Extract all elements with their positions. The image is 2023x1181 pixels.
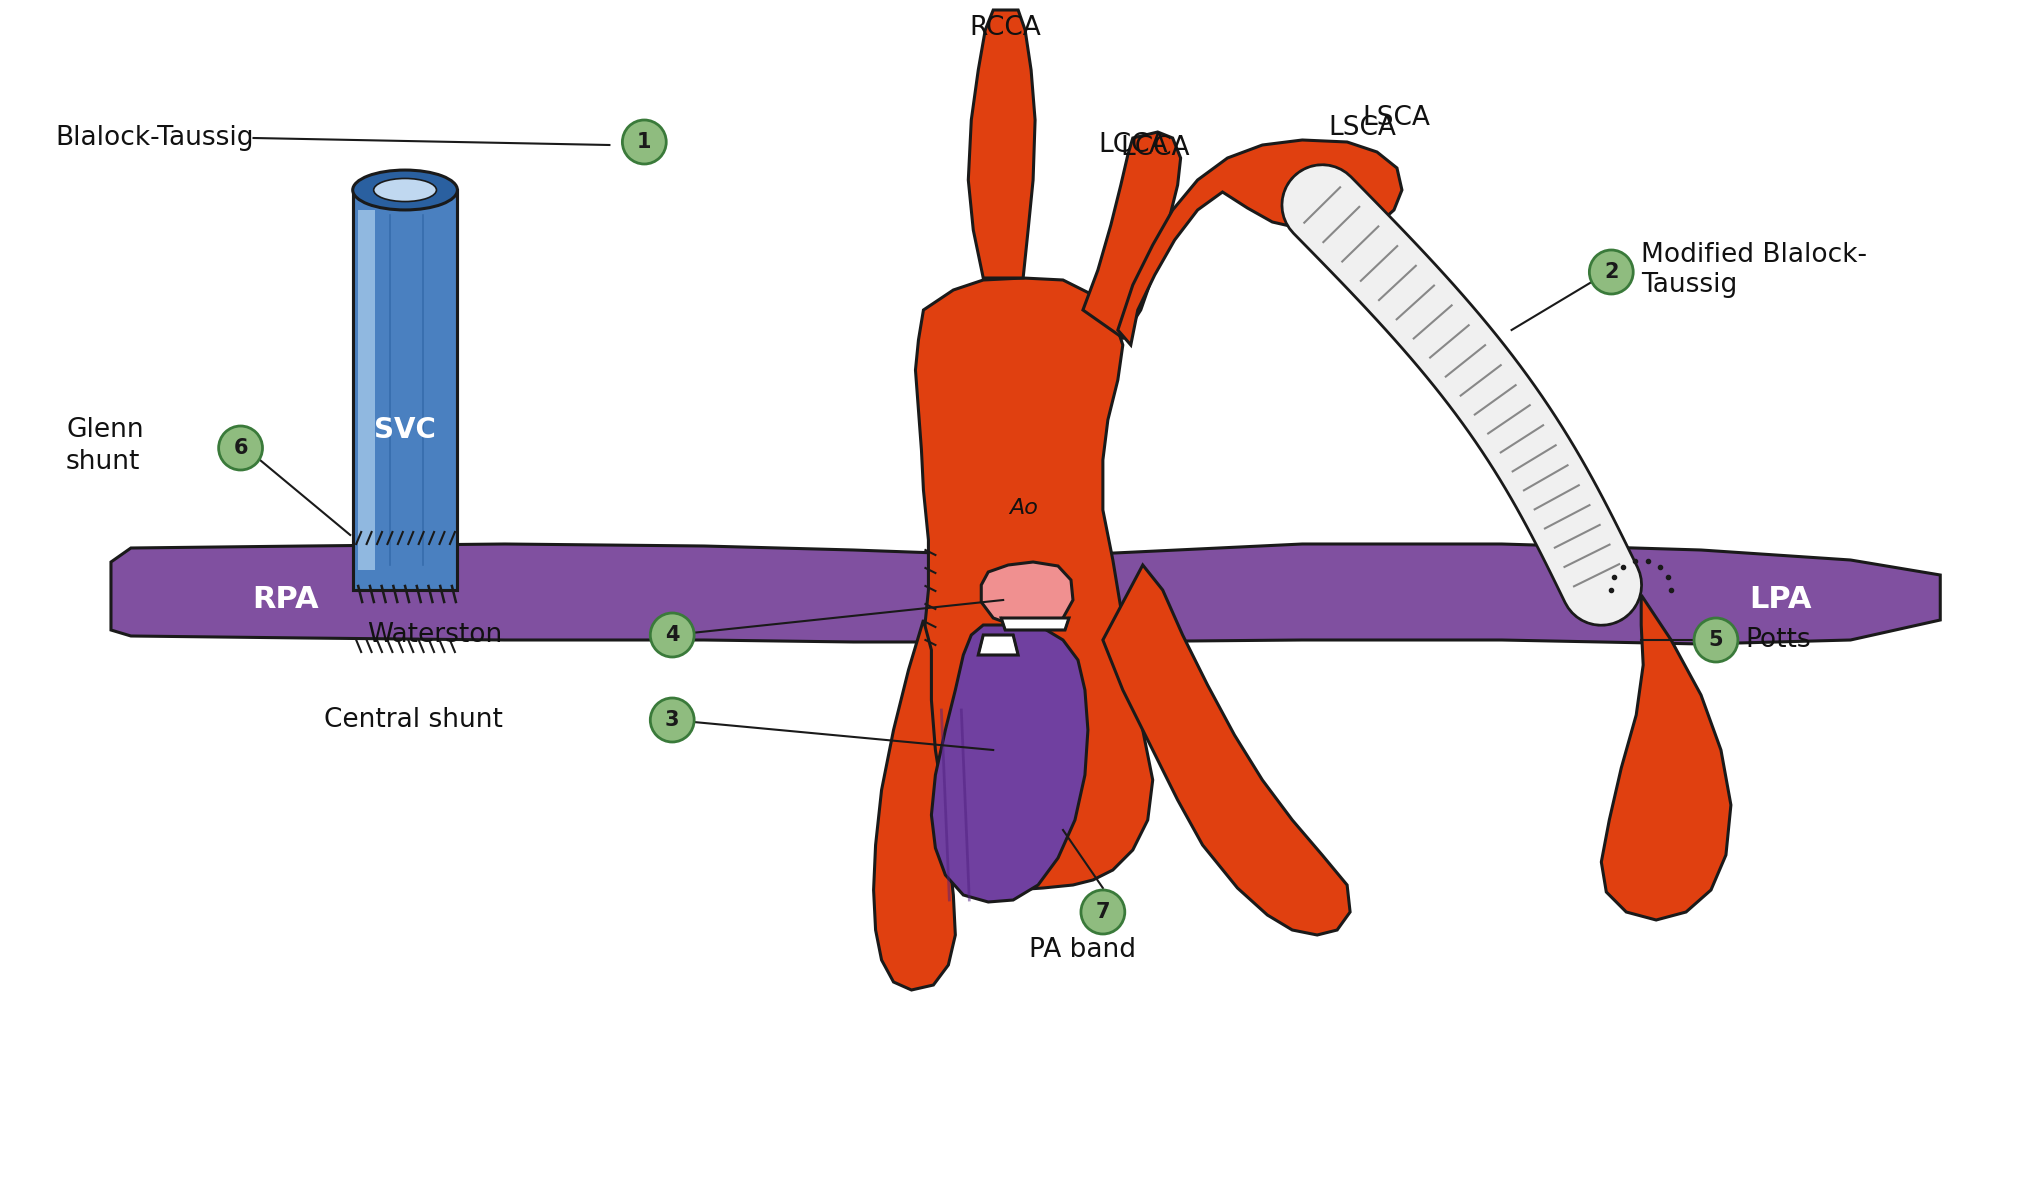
Text: 1: 1 [637,132,651,152]
Polygon shape [1117,141,1402,345]
Polygon shape [354,190,457,590]
Polygon shape [967,9,1034,278]
Text: Waterston: Waterston [368,622,502,648]
Text: PA band: PA band [1030,937,1135,963]
Text: 5: 5 [1707,629,1722,650]
Circle shape [1080,890,1125,934]
Polygon shape [981,562,1072,626]
Circle shape [218,426,263,470]
Text: 6: 6 [233,438,247,458]
Text: 2: 2 [1604,262,1618,282]
Text: LSCA: LSCA [1327,115,1396,141]
Polygon shape [358,210,374,570]
Text: Potts: Potts [1746,627,1811,653]
Circle shape [1693,618,1738,663]
Text: shunt: shunt [67,449,140,475]
Circle shape [649,613,694,657]
Polygon shape [908,278,1153,890]
Text: LPA: LPA [1748,586,1811,614]
Text: Ao: Ao [1007,498,1038,518]
Text: Central shunt: Central shunt [324,707,502,733]
Text: Taussig: Taussig [1641,272,1736,298]
Circle shape [621,120,666,164]
Text: 3: 3 [666,710,680,730]
Text: RPA: RPA [253,586,318,614]
Text: 7: 7 [1094,902,1109,922]
Text: Blalock-Taussig: Blalock-Taussig [55,125,253,151]
Text: SVC: SVC [374,416,435,444]
Circle shape [649,698,694,742]
Polygon shape [977,635,1018,655]
Text: LCCA: LCCA [1121,135,1190,161]
Polygon shape [1072,544,1940,644]
Polygon shape [1103,565,1349,935]
Ellipse shape [1566,581,1616,619]
Ellipse shape [352,170,457,210]
Polygon shape [1600,595,1730,920]
Text: RCCA: RCCA [969,15,1040,41]
Circle shape [1588,250,1633,294]
Polygon shape [1082,132,1179,338]
Ellipse shape [374,178,437,202]
Text: Glenn: Glenn [67,417,144,443]
Text: LSCA: LSCA [1361,105,1428,131]
Polygon shape [111,544,993,642]
Polygon shape [931,625,1088,902]
Polygon shape [1001,618,1068,629]
Polygon shape [874,620,955,990]
Text: 4: 4 [666,625,680,645]
Text: Modified Blalock-: Modified Blalock- [1641,242,1867,268]
Text: LCCA: LCCA [1096,132,1167,158]
